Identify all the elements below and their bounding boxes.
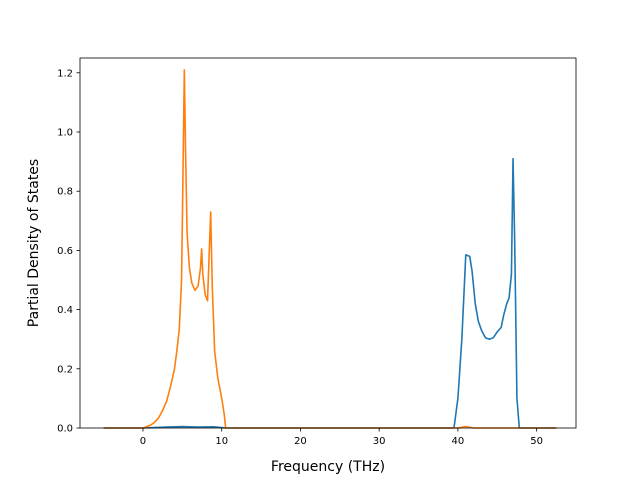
y-tick-label: 0.0 — [57, 424, 73, 435]
x-tick-label: 40 — [452, 436, 465, 447]
x-tick-label: 30 — [373, 436, 386, 447]
ticks-layer: 0 10 20 30 40 50 0.0 0.2 0.4 0.6 0.8 1.0 1.2 — [57, 68, 543, 447]
y-tick-label: 1.0 — [57, 128, 73, 139]
series-line-1 — [103, 157, 557, 429]
x-tick-label: 0 — [140, 436, 146, 447]
plot-frame — [79, 57, 577, 429]
series-line-2 — [103, 69, 557, 429]
y-tick-label: 1.2 — [57, 68, 73, 79]
x-tick-label: 20 — [294, 436, 307, 447]
x-axis-label: Frequency (THz) — [271, 459, 385, 475]
x-tick-label: 50 — [530, 436, 543, 447]
x-tick-label: 10 — [215, 436, 228, 447]
y-axis-label: Partial Density of States — [26, 159, 42, 327]
series-layer — [103, 69, 557, 429]
y-tick-label: 0.2 — [57, 364, 73, 375]
y-tick-label: 0.4 — [57, 305, 73, 316]
y-tick-label: 0.8 — [57, 187, 73, 198]
y-tick-label: 0.6 — [57, 246, 73, 257]
